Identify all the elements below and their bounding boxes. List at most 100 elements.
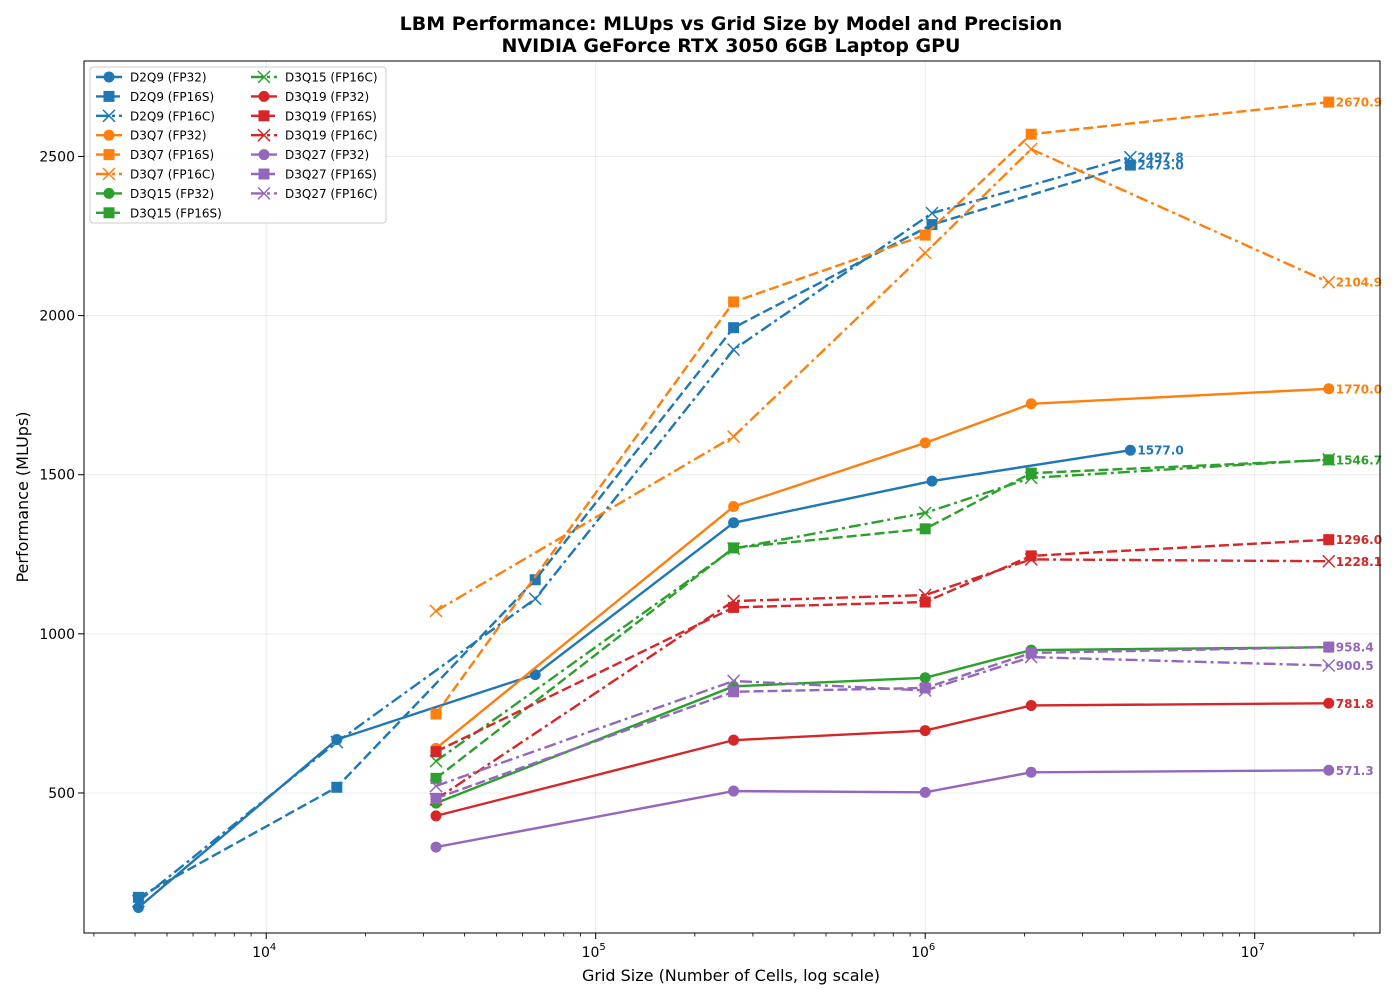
legend-marker [258,90,270,102]
data-point [919,682,931,694]
legend-label: D2Q9 (FP16S) [130,90,214,104]
data-point [429,754,443,768]
legend-label: D3Q7 (FP32) [130,129,207,143]
legend-marker [103,187,115,199]
legend-label: D3Q15 (FP16S) [130,206,222,220]
data-point [1322,452,1336,466]
legend-label: D2Q9 (FP16C) [130,109,215,123]
data-point [1025,467,1037,479]
legend-entry: D3Q7 (FP32) [96,129,207,143]
legend-marker [257,186,271,200]
series-d3q15-fp16c [429,452,1336,768]
data-point [728,322,740,334]
x-axis-label: Grid Size (Number of Cells, log scale) [582,966,880,985]
data-point [430,746,442,758]
data-point [919,437,931,449]
legend-entry: D3Q15 (FP16C) [251,70,378,85]
series-line [137,163,1131,899]
data-point [1025,699,1037,711]
x-tick-label: 107 [1241,942,1265,961]
end-value-label: 2497.8 [1137,151,1183,165]
series-d3q7-fp16s [430,96,1335,720]
legend-entry: D3Q27 (FP32) [251,148,369,162]
data-point [1323,96,1335,108]
data-point [1322,275,1336,289]
series-line [435,387,1329,750]
series-d2q9-fp32 [132,444,1136,914]
data-point [728,517,740,529]
legend-marker [102,167,116,181]
data-point [727,594,741,608]
series-line [435,458,1329,763]
data-point [529,669,541,681]
data-point [1124,444,1136,456]
series-d3q15-fp16s [430,454,1335,784]
legend-label: D3Q27 (FP32) [285,148,369,162]
x-tick-label: 104 [252,942,276,961]
data-point [1323,641,1335,653]
legend-marker [103,71,115,83]
data-point [430,772,442,784]
series-line [435,558,1329,801]
end-value-label: 1770.0 [1336,382,1382,396]
y-axis-label: Performance (MLUps) [13,411,32,582]
series-d3q27-fp16s [430,641,1335,804]
data-point [1025,128,1037,140]
legend-entry: D3Q19 (FP16S) [251,109,377,123]
y-tick-label: 1000 [39,627,75,643]
legend-entry: D3Q7 (FP16C) [96,167,215,182]
series-line [435,702,1329,818]
legend-entry: D2Q9 (FP16S) [96,90,214,104]
data-point [918,246,932,260]
legend-marker [103,90,115,102]
y-tick-label: 500 [48,786,75,802]
legend-label: D3Q7 (FP16C) [130,168,215,182]
data-point [132,891,144,903]
legend-marker [257,128,271,142]
data-point [926,219,938,231]
legend-label: D3Q19 (FP32) [285,90,369,104]
legend-label: D3Q15 (FP16C) [285,71,378,85]
legend-label: D3Q19 (FP16C) [285,129,378,143]
data-point [1024,142,1038,156]
data-point [1025,647,1037,659]
series-d3q19-fp16s [430,534,1335,758]
data-point [1025,766,1037,778]
legend-entry: D3Q15 (FP32) [96,187,214,201]
legend-marker [258,168,270,180]
data-point [728,734,740,746]
data-point [1323,697,1335,709]
series-d2q9-fp16c [131,150,1137,908]
series-line [435,538,1329,753]
end-value-label: 571.3 [1336,764,1374,778]
data-point [919,229,931,241]
chart-title: LBM Performance: MLUps vs Grid Size by M… [400,13,1063,35]
end-value-label: 1546.7 [1336,453,1382,467]
series-line [435,645,1329,800]
legend-entry: D3Q19 (FP16C) [251,128,378,143]
end-value-label: 900.5 [1336,659,1374,673]
data-point [728,601,740,613]
data-point [728,501,740,513]
data-point [1024,471,1038,485]
data-point [919,786,931,798]
data-point [918,683,932,698]
data-point [919,672,931,684]
data-point [429,604,443,618]
series-line [435,458,1329,780]
data-point [1322,658,1336,673]
data-point [1322,554,1336,568]
series-line [435,655,1329,788]
data-point [727,542,741,556]
data-point [919,523,931,535]
data-point [1323,764,1335,776]
data-point [429,779,443,793]
data-point [330,735,344,749]
legend-marker [103,129,115,141]
y-tick-label: 1500 [39,468,75,484]
data-point [727,674,741,688]
legend-marker [102,109,116,123]
plot-frame [83,60,1381,934]
data-point [925,206,939,220]
